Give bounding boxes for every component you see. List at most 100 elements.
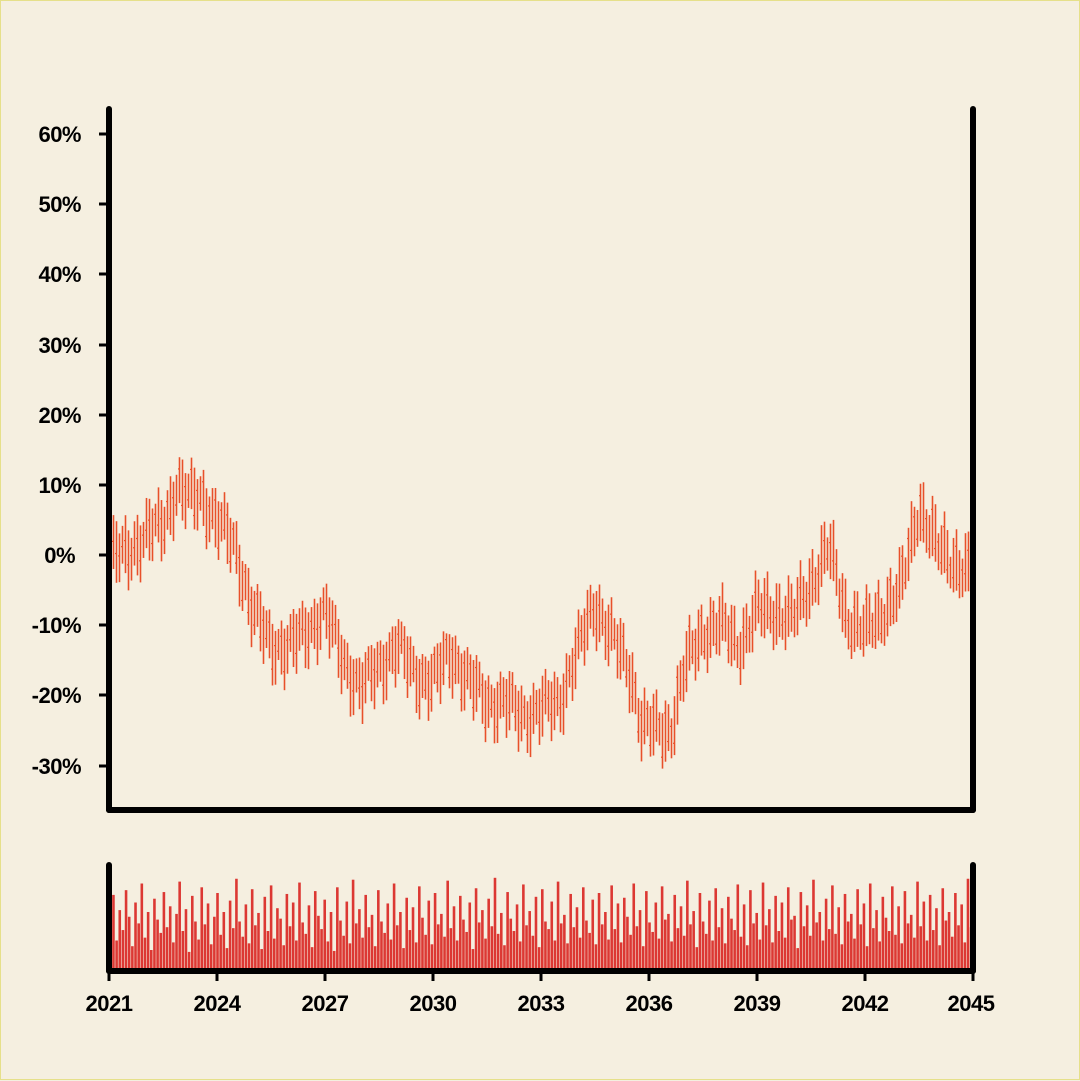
volume-bar [339, 920, 342, 969]
volume-bar [660, 886, 664, 969]
y-tick-label: 0% [44, 543, 75, 568]
volume-bar [332, 950, 336, 969]
volume-bar [591, 899, 595, 969]
volume-bar [698, 893, 702, 969]
y-tick-0: 0% [44, 543, 109, 568]
volume-bar [496, 933, 500, 969]
volume-bar [427, 900, 431, 969]
price-ohlc-series [109, 457, 973, 769]
volume-bar [156, 919, 159, 969]
y-tick-minus-10: -10% [32, 613, 109, 638]
volume-bar [686, 880, 689, 969]
volume-bar [503, 945, 506, 969]
volume-bar [537, 947, 541, 969]
volume-bar [178, 881, 181, 969]
y-tick-60: 60% [38, 122, 109, 147]
volume-bar [777, 931, 781, 969]
volume-bar [225, 948, 229, 969]
volume-bar [462, 919, 465, 969]
volume-bar [906, 923, 910, 969]
volume-bar [695, 947, 699, 969]
volume-bar [894, 934, 897, 969]
volume-bar [159, 932, 163, 969]
x-tick-label: 2042 [842, 991, 889, 1016]
volume-bar [121, 930, 125, 969]
x-tick-2045: 2045 [948, 971, 995, 1016]
volume-bar [383, 932, 386, 969]
volume-bar [282, 945, 286, 969]
volume-bar [272, 938, 276, 969]
x-tick-label: 2027 [302, 991, 349, 1016]
volume-bar [260, 949, 263, 969]
y-tick-label: 20% [38, 403, 81, 428]
x-tick-label: 2036 [626, 991, 673, 1016]
volume-bar [405, 897, 408, 969]
volume-bar [566, 943, 569, 969]
x-tick-label: 2039 [734, 991, 781, 1016]
volume-bar [175, 913, 178, 969]
volume-bar [711, 940, 714, 969]
volume-bar [238, 921, 241, 969]
volume-bar [370, 914, 374, 969]
y-tick-30: 30% [38, 333, 109, 358]
volume-bar [323, 899, 327, 969]
volume-bar [708, 900, 711, 969]
volume-bar [471, 949, 475, 969]
volume-bar [613, 929, 617, 969]
volume-bar [279, 918, 282, 969]
volume-bar [843, 893, 847, 969]
x-tick-2024: 2024 [194, 971, 242, 1016]
volume-bar [399, 912, 402, 969]
volume-bar [701, 921, 705, 969]
volume-bar [408, 930, 412, 969]
volume-bar [336, 887, 339, 969]
volume-bar [395, 925, 399, 969]
x-tick-2039: 2039 [734, 971, 781, 1016]
volume-bar [957, 925, 960, 969]
volume-bar [903, 891, 907, 969]
y-tick-minus-20: -20% [32, 683, 109, 708]
volume-bar [704, 933, 708, 969]
volume-bar [831, 885, 834, 969]
volume-bar [534, 896, 538, 969]
volume-bar [348, 943, 352, 969]
x-tick-label: 2033 [518, 991, 565, 1016]
volume-bar [414, 942, 418, 969]
volume-bar [745, 945, 749, 969]
volume-bar [459, 895, 462, 969]
volume-bar [436, 924, 440, 969]
volume-bar [531, 935, 535, 969]
volume-bar [402, 948, 405, 969]
volume-bar [162, 892, 166, 969]
volume-bar [884, 917, 888, 969]
volume-bar [739, 936, 743, 969]
volume-bar [421, 917, 424, 969]
volume-bar [455, 940, 459, 969]
volume-bar [200, 887, 204, 969]
y-tick-label: 10% [38, 473, 81, 498]
y-tick-40: 40% [38, 262, 109, 287]
volume-bar [329, 912, 333, 969]
volume-bar [468, 902, 472, 969]
volume-bar [559, 923, 563, 969]
volume-bar [373, 946, 377, 969]
volume-bar [913, 937, 916, 969]
volume-bar [358, 909, 361, 969]
x-tick-2042: 2042 [842, 971, 889, 1016]
volume-bar [550, 901, 554, 969]
x-tick-label: 2021 [86, 991, 133, 1016]
volume-bar [244, 904, 248, 969]
volume-bar [641, 946, 645, 969]
volume-bar [254, 925, 257, 969]
volume-bar [635, 926, 639, 969]
volume-bar [689, 924, 692, 969]
volume-bar [812, 879, 815, 969]
volume-bar [137, 923, 140, 969]
x-tick-2036: 2036 [626, 971, 673, 1016]
volume-bar [632, 883, 636, 969]
volume-bar [512, 931, 516, 969]
volume-bar [304, 933, 308, 969]
volume-bar [430, 944, 434, 969]
volume-bar [411, 907, 415, 969]
volume-bar [607, 939, 610, 969]
